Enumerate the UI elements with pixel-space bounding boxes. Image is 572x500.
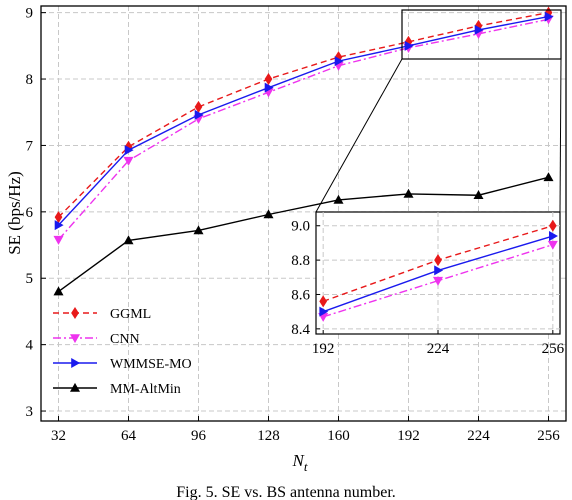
series-mm-altmin-marker bbox=[473, 190, 484, 200]
series-wmmse-mo-marker bbox=[334, 56, 344, 67]
series-mm-altmin-marker bbox=[333, 194, 344, 204]
inset-series-wmmse-mo-marker bbox=[549, 231, 558, 242]
main-series bbox=[53, 6, 554, 296]
series-ggml-marker bbox=[264, 72, 273, 86]
x-tick-label: 224 bbox=[467, 428, 490, 444]
x-tick-label: 192 bbox=[397, 428, 420, 444]
figure-caption: Fig. 5. SE vs. BS antenna number. bbox=[176, 484, 396, 500]
x-tick-label: 160 bbox=[327, 428, 350, 444]
zoom-box bbox=[401, 9, 562, 60]
y-tick-label: 3 bbox=[26, 404, 34, 420]
x-tick-label: 96 bbox=[191, 428, 207, 444]
series-line-mm-altmin bbox=[58, 176, 549, 293]
legend: GGML CNN WMMSE-MO MM-AltMin bbox=[53, 306, 192, 397]
y-tick-label: 4 bbox=[26, 338, 34, 354]
series-wmmse-mo-marker bbox=[194, 109, 204, 120]
legend-label-wmmse-mo: WMMSE-MO bbox=[110, 357, 192, 372]
series-mm-altmin-marker bbox=[263, 209, 274, 219]
y-tick-label: 5 bbox=[26, 271, 34, 287]
y-tick-label: 7 bbox=[26, 138, 34, 154]
y-tick-label: 9 bbox=[26, 6, 34, 22]
x-tick-label: 128 bbox=[257, 428, 280, 444]
legend-cnn-marker bbox=[69, 334, 81, 344]
legend-ggml-marker bbox=[71, 306, 79, 320]
series-mm-altmin-marker bbox=[123, 235, 134, 245]
zoom-connector-right bbox=[559, 58, 562, 213]
inset-series-ggml-marker bbox=[548, 219, 557, 232]
x-tick-label: 64 bbox=[121, 428, 137, 444]
inset-x-tick-label: 224 bbox=[427, 341, 450, 357]
inset-y-tick-label: 8.8 bbox=[291, 253, 310, 269]
x-tick-label: 256 bbox=[537, 428, 560, 444]
series-wmmse-mo-marker bbox=[54, 220, 64, 231]
series-cnn-marker bbox=[123, 156, 134, 166]
main-ticks: 32 64 96 128 160 192 224 256 3 4 5 6 7 8 9 bbox=[26, 6, 561, 444]
inset-series-ggml-marker bbox=[434, 254, 442, 267]
series-line-cnn bbox=[57, 18, 549, 241]
y-tick-label: 6 bbox=[26, 205, 34, 221]
series-cnn-marker bbox=[53, 235, 64, 245]
inset-x-tick-label: 256 bbox=[542, 341, 565, 357]
series-line-ggml bbox=[58, 11, 549, 218]
legend-label-ggml: GGML bbox=[110, 307, 151, 322]
inset-plot: 192 224 256 8.4 8.6 8.8 9.0 bbox=[291, 211, 565, 357]
series-line-wmmse-mo bbox=[57, 15, 549, 226]
legend-wmmse-mo-marker bbox=[71, 357, 81, 369]
series-mm-altmin-marker bbox=[193, 225, 204, 235]
inset-x-tick-label: 192 bbox=[312, 341, 335, 357]
series-mm-altmin-marker bbox=[53, 286, 64, 296]
legend-mm-altmin-marker bbox=[69, 382, 81, 392]
inset-y-tick-label: 8.6 bbox=[291, 287, 310, 303]
inset-series-cnn-marker bbox=[547, 240, 558, 250]
inset-series-wmmse-mo-marker bbox=[434, 265, 444, 276]
series-wmmse-mo-marker bbox=[264, 82, 274, 93]
legend-label-mm-altmin: MM-AltMin bbox=[110, 382, 181, 397]
series-wmmse-mo-marker bbox=[404, 40, 414, 51]
y-axis-label: SE (bps/Hz) bbox=[5, 171, 24, 255]
series-wmmse-mo-marker bbox=[124, 145, 134, 156]
x-tick-label: 32 bbox=[51, 428, 66, 444]
zoom-indicator bbox=[315, 9, 562, 213]
series-wmmse-mo-marker bbox=[474, 24, 484, 35]
zoom-connector-left bbox=[315, 58, 403, 213]
series-wmmse-mo-marker bbox=[544, 11, 554, 22]
inset-y-tick-label: 8.4 bbox=[291, 322, 310, 338]
legend-label-cnn: CNN bbox=[110, 332, 140, 347]
main-plot-frame bbox=[40, 5, 567, 422]
inset-y-tick-label: 9.0 bbox=[291, 219, 310, 235]
inset-series-wmmse-mo-marker bbox=[319, 306, 329, 317]
y-tick-label: 8 bbox=[26, 72, 34, 88]
series-mm-altmin-marker bbox=[543, 172, 554, 182]
inset-series-ggml-marker bbox=[319, 295, 328, 308]
series-mm-altmin-marker bbox=[403, 188, 414, 198]
inset-series-cnn-marker bbox=[432, 276, 444, 286]
main-grid bbox=[41, 6, 566, 421]
x-axis-label: Nt bbox=[292, 451, 308, 474]
